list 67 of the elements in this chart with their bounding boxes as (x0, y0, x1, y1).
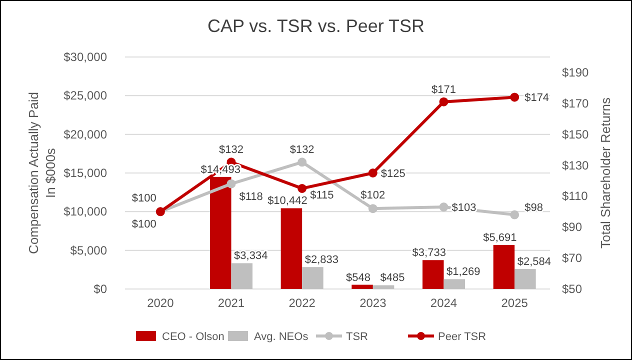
legend-label: CEO - Olson (162, 331, 224, 343)
data-label: $125 (380, 168, 406, 180)
y2-tick-label: $130 (562, 158, 590, 172)
data-label: $2,833 (304, 254, 339, 266)
point (368, 204, 378, 214)
y2-tick-label: $90 (562, 220, 582, 234)
data-label: $174 (524, 92, 550, 104)
legend-label: Avg. NEOs (254, 331, 309, 343)
bar (280, 208, 302, 289)
y2-tick-label: $170 (562, 96, 590, 110)
x-tick-label: 2020 (147, 296, 174, 310)
x-tick-label: 2025 (501, 296, 528, 310)
y-tick-label: $5,000 (70, 243, 108, 258)
data-label: $98 (524, 202, 543, 214)
point (510, 210, 520, 220)
bar (493, 244, 515, 289)
chart-title: CAP vs. TSR vs. Peer TSR (207, 16, 425, 36)
legend-label: Peer TSR (438, 331, 486, 343)
data-label: $485 (380, 272, 405, 284)
data-label: $118 (239, 190, 263, 203)
data-label: $548 (346, 272, 371, 284)
data-label: $102 (360, 190, 386, 202)
point (439, 97, 448, 106)
y2-tick-label: $70 (562, 251, 582, 266)
y2-tick-label: $50 (562, 282, 582, 296)
bar (352, 284, 373, 289)
y-tick-label: $10,000 (64, 204, 108, 219)
x-tick-label: 2023 (360, 296, 387, 310)
data-label: $103 (452, 202, 476, 214)
legend-label: TSR (346, 331, 368, 343)
y2-axis-title: Total Shareholder Returns (598, 96, 613, 249)
y2-tick-label: $190 (562, 65, 590, 80)
data-label: $115 (310, 189, 334, 202)
x-tick-label: 2022 (288, 296, 316, 310)
data-label: $2,584 (517, 256, 552, 268)
bar (302, 267, 324, 289)
y-tick-label: $15,000 (64, 166, 108, 180)
y2-tick-label: $150 (562, 127, 590, 142)
bar (514, 269, 536, 289)
point (298, 184, 307, 193)
point (439, 202, 448, 212)
data-label: $132 (290, 144, 314, 156)
y-tick-label: $20,000 (64, 127, 108, 142)
point (510, 92, 520, 102)
x-tick-label: 2021 (218, 296, 245, 310)
bar (231, 263, 252, 289)
data-label: $1,269 (446, 266, 480, 278)
y2-tick-label: $110 (562, 189, 588, 204)
x-tick-label: 2024 (430, 296, 458, 310)
data-label: $132 (219, 144, 244, 156)
bar (372, 285, 394, 289)
point (368, 168, 378, 178)
data-label: $171 (432, 84, 456, 96)
y-tick-label: $0 (94, 282, 108, 296)
y-tick-label: $25,000 (64, 88, 108, 103)
y-axis-title: Compensation Actually Paid In $000s (26, 92, 58, 254)
bar (444, 279, 465, 289)
bar (422, 260, 444, 289)
point (298, 158, 307, 167)
data-label: $3,334 (234, 250, 268, 262)
point (226, 179, 236, 188)
data-label: $5,691 (483, 232, 517, 244)
data-label: $3,733 (412, 247, 446, 260)
data-label: $100 (132, 192, 156, 205)
y-tick-label: $30,000 (64, 50, 108, 64)
data-label: $100 (132, 218, 156, 231)
data-label: $10,442 (268, 195, 308, 208)
